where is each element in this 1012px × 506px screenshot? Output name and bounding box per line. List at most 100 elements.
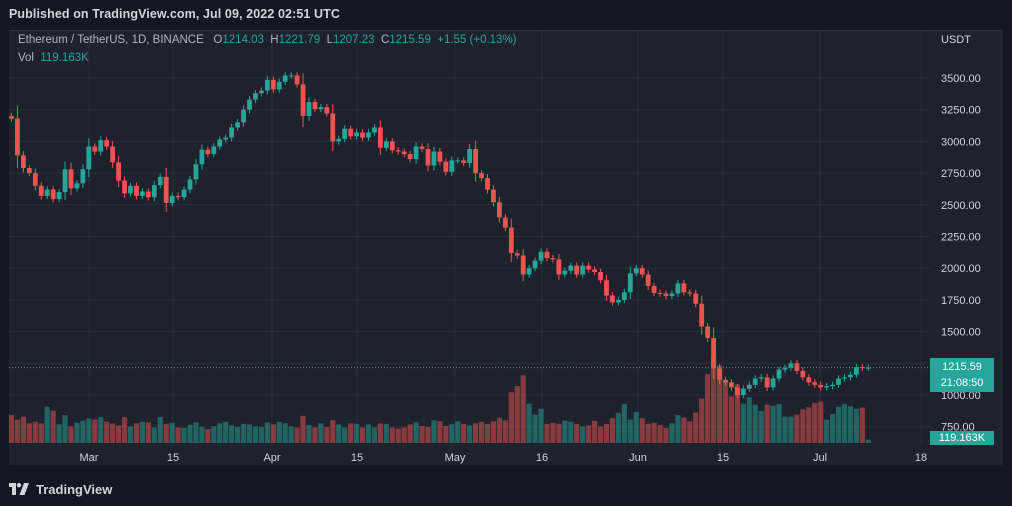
volume-bar: [693, 412, 699, 443]
candle: [848, 374, 853, 378]
candle: [259, 90, 264, 94]
volume-bar: [663, 427, 669, 443]
candle: [842, 377, 847, 379]
volume-bar: [437, 421, 443, 443]
candle: [621, 292, 627, 300]
volume-bar: [229, 425, 235, 443]
price-tick-label: 3500.00: [941, 73, 981, 85]
candle: [324, 107, 330, 114]
volume-label: Vol: [18, 52, 34, 64]
candle: [461, 160, 467, 163]
chart-frame[interactable]: [9, 30, 1003, 465]
candle: [443, 161, 449, 172]
candle: [86, 146, 92, 170]
candle: [116, 162, 121, 181]
volume-bar: [722, 381, 729, 443]
candle: [68, 169, 74, 189]
volume-bar: [455, 421, 461, 443]
volume-bar: [574, 423, 580, 443]
volume-bar: [74, 422, 80, 443]
volume-bar: [705, 374, 711, 443]
currency-label: USDT: [941, 34, 971, 46]
candle: [348, 128, 354, 137]
candle: [455, 160, 461, 162]
symbol-title: Ethereum / TetherUS, 1D, BINANCE: [18, 34, 204, 46]
last-price-tag: 1215.59 21:08:50: [930, 358, 994, 392]
volume-legend[interactable]: Vol 119.163K: [18, 52, 89, 64]
volume-bar: [818, 401, 824, 443]
volume-bar: [205, 429, 211, 443]
volume-bar: [282, 423, 288, 443]
candle: [241, 109, 246, 123]
price-tick-label: 3250.00: [941, 105, 981, 117]
volume-bar: [467, 425, 473, 443]
candle: [235, 122, 240, 128]
candle: [312, 102, 318, 110]
volume-bar: [389, 427, 395, 443]
volume-bar: [728, 396, 735, 443]
time-tick-label: 15: [167, 452, 179, 464]
volume-bar: [473, 423, 479, 443]
candle: [80, 169, 86, 184]
candle: [830, 384, 835, 387]
volume-bar: [627, 419, 633, 443]
candle: [497, 202, 502, 218]
volume-bar: [365, 424, 372, 443]
candle: [693, 293, 699, 304]
candle: [26, 168, 32, 174]
symbol-legend[interactable]: Ethereum / TetherUS, 1D, BINANCE O1214.0…: [18, 34, 517, 46]
volume-bar: [217, 423, 223, 443]
candle: [15, 118, 20, 156]
candle: [151, 185, 157, 198]
candle: [586, 265, 592, 270]
volume-bar: [32, 421, 38, 443]
candle: [687, 292, 693, 294]
volume-value: 119.163K: [40, 52, 89, 64]
price-tick-label: 2750.00: [941, 168, 981, 180]
candle: [140, 191, 145, 196]
candle: [92, 146, 98, 152]
volume-bar: [490, 421, 497, 443]
volume-bar: [669, 423, 675, 443]
volume-bar: [163, 423, 169, 443]
candle: [550, 258, 556, 260]
candle: [479, 173, 484, 179]
candle: [223, 137, 229, 140]
candle: [74, 183, 80, 189]
candle: [610, 295, 615, 303]
candle: [485, 178, 490, 190]
volume-bar: [187, 424, 193, 443]
candle: [788, 363, 794, 368]
close-value: 1215.59: [389, 34, 431, 46]
volume-bar: [240, 423, 247, 443]
volume-bar: [806, 407, 812, 443]
candle: [574, 265, 580, 275]
volume-bar: [800, 409, 806, 443]
volume-bar: [270, 424, 276, 443]
candle: [764, 377, 770, 388]
candle: [431, 151, 437, 166]
candle: [187, 179, 193, 190]
candle: [270, 79, 276, 90]
volume-bar: [586, 425, 592, 443]
price-tick-label: 2250.00: [941, 232, 981, 244]
candle: [717, 368, 722, 380]
candle: [38, 185, 44, 196]
candle: [616, 299, 621, 303]
volume-bar: [651, 422, 657, 443]
candle: [604, 280, 609, 296]
candle: [413, 146, 419, 160]
volume-bar: [26, 423, 32, 443]
volume-bar: [687, 421, 693, 443]
candle: [580, 265, 586, 275]
high-value: 1221.79: [278, 34, 321, 46]
volume-bar: [841, 404, 848, 443]
footer: TradingView: [9, 480, 112, 498]
high-label: H: [270, 34, 279, 46]
volume-bar: [181, 427, 187, 443]
candle: [181, 189, 187, 198]
volume-bar: [371, 427, 378, 443]
volume-bar: [508, 392, 514, 443]
candle: [395, 150, 401, 152]
